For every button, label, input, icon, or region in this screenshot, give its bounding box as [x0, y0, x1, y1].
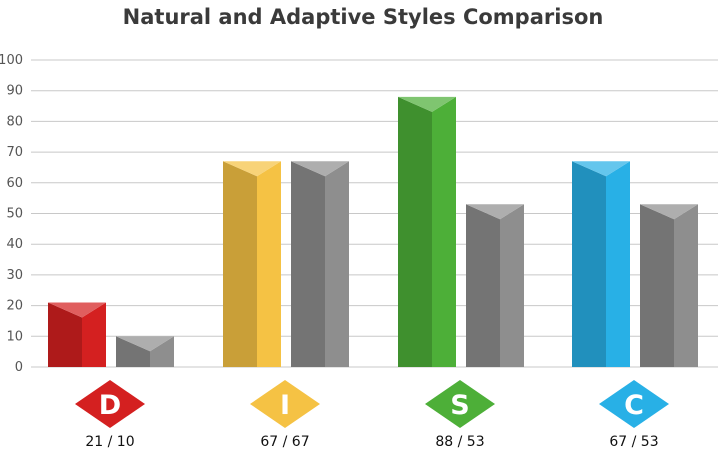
bar-adaptive-d [116, 336, 174, 367]
value-label: 21 / 10 [85, 434, 134, 450]
bar-adaptive-s [466, 204, 524, 367]
y-tick-label: 70 [6, 145, 23, 160]
y-axis: 0 10 20 30 40 50 60 70 80 90 100 [0, 53, 23, 375]
y-tick-label: 80 [6, 114, 23, 129]
bar-natural-c [572, 161, 630, 367]
value-label: 67 / 67 [260, 434, 309, 450]
category-label: S [450, 390, 469, 421]
bar-natural-s [398, 96, 456, 367]
chart-title: Natural and Adaptive Styles Comparison [122, 5, 604, 29]
y-tick-label: 0 [15, 360, 23, 375]
category-label: I [280, 390, 290, 421]
y-tick-label: 10 [6, 329, 23, 344]
value-label: 88 / 53 [435, 434, 484, 450]
y-tick-label: 30 [6, 268, 23, 283]
bar-adaptive-i [291, 161, 349, 367]
bar-natural-i [223, 161, 281, 367]
y-tick-label: 60 [6, 176, 23, 191]
y-tick-label: 100 [0, 53, 23, 68]
bars [48, 96, 698, 367]
grid-lines [31, 59, 718, 368]
y-tick-label: 40 [6, 237, 23, 252]
bar-natural-d [48, 302, 106, 367]
y-tick-label: 50 [6, 207, 23, 222]
y-tick-label: 20 [6, 299, 23, 314]
bar-adaptive-c [640, 204, 698, 367]
value-label: 67 / 53 [609, 434, 658, 450]
badge-s: S [425, 380, 495, 428]
badge-i: I [250, 380, 320, 428]
category-label: D [99, 390, 121, 421]
y-tick-label: 90 [6, 84, 23, 99]
category-label: C [624, 390, 644, 421]
badge-d: D [75, 380, 145, 428]
value-labels: 21 / 10 67 / 67 88 / 53 67 / 53 [85, 434, 658, 450]
badge-c: C [599, 380, 669, 428]
